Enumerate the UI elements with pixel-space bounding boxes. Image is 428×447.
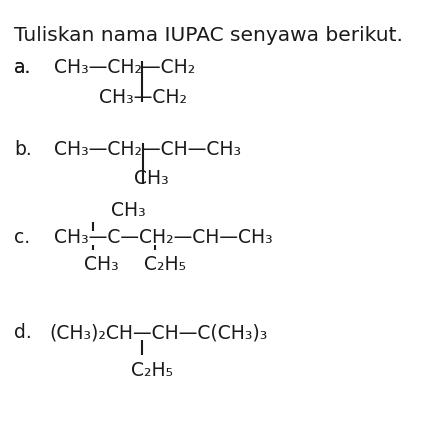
Text: C₂H₅: C₂H₅ <box>131 361 173 380</box>
Text: b.: b. <box>14 140 32 159</box>
Text: a.: a. <box>14 59 31 77</box>
Text: CH₃—C—CH₂—CH—CH₃: CH₃—C—CH₂—CH—CH₃ <box>54 228 273 247</box>
Text: a.: a. <box>14 59 31 77</box>
Text: Tuliskan nama IUPAC senyawa berikut.: Tuliskan nama IUPAC senyawa berikut. <box>14 26 403 45</box>
Text: C₂H₅: C₂H₅ <box>145 255 187 274</box>
Text: CH₃: CH₃ <box>111 201 146 220</box>
Text: d.: d. <box>14 324 32 342</box>
Text: CH₃—CH₂: CH₃—CH₂ <box>99 88 187 107</box>
Text: CH₃: CH₃ <box>84 255 119 274</box>
Text: CH₃: CH₃ <box>134 169 169 188</box>
Text: CH₃—CH₂—CH—CH₃: CH₃—CH₂—CH—CH₃ <box>54 140 241 159</box>
Text: c.: c. <box>14 228 30 247</box>
Text: (CH₃)₂CH—CH—C(CH₃)₃: (CH₃)₂CH—CH—C(CH₃)₃ <box>50 324 268 342</box>
Text: CH₃—CH₂—CH₂: CH₃—CH₂—CH₂ <box>54 59 195 77</box>
